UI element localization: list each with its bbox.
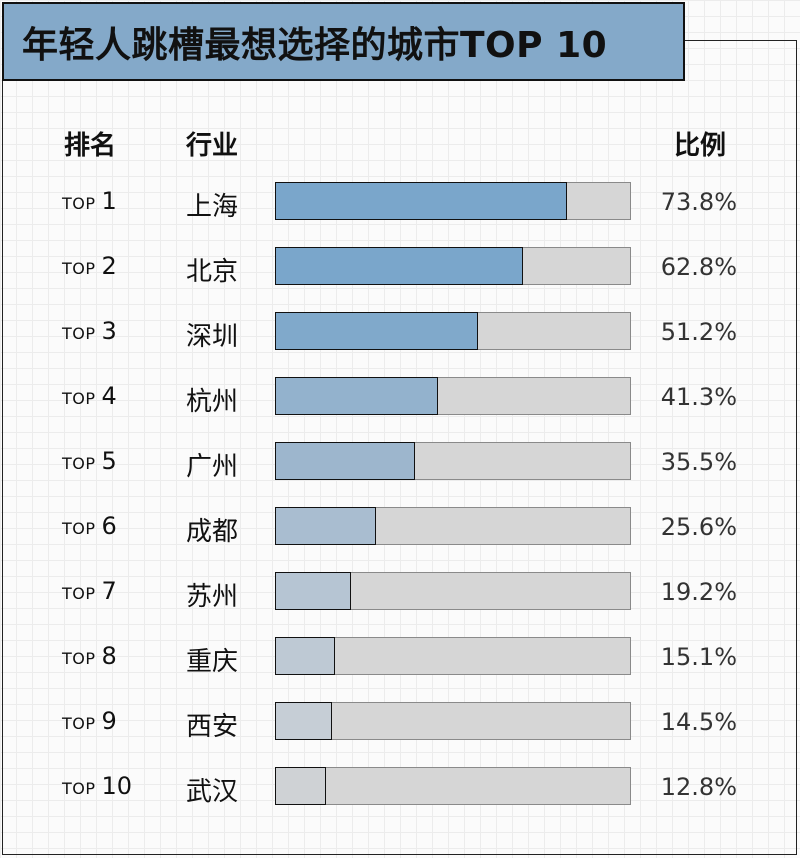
rank-label: TOP 6 bbox=[62, 512, 117, 540]
bar-track bbox=[275, 767, 631, 805]
header-ratio: 比例 bbox=[674, 131, 727, 161]
bar bbox=[275, 507, 376, 545]
bar-track bbox=[275, 702, 631, 740]
bar-row: TOP 9 西安 14.5% bbox=[0, 701, 800, 743]
city-label: 成都 bbox=[186, 517, 239, 547]
value-label: 35.5% bbox=[660, 448, 737, 476]
city-label: 上海 bbox=[186, 192, 239, 222]
rank-label: TOP 9 bbox=[62, 707, 117, 735]
bar bbox=[275, 442, 415, 480]
city-label: 广州 bbox=[186, 452, 239, 482]
rank-label: TOP 5 bbox=[62, 447, 117, 475]
city-label: 苏州 bbox=[186, 582, 239, 612]
rank-label: TOP 7 bbox=[62, 577, 117, 605]
bar-row: TOP 8 重庆 15.1% bbox=[0, 636, 800, 678]
bar bbox=[275, 312, 478, 350]
bar bbox=[275, 182, 567, 220]
rank-label: TOP 10 bbox=[62, 772, 133, 800]
value-label: 12.8% bbox=[660, 773, 737, 801]
value-label: 25.6% bbox=[660, 513, 737, 541]
title-banner: 年轻人跳槽最想选择的城市TOP 10 bbox=[2, 2, 685, 81]
bar-row: TOP 3 深圳 51.2% bbox=[0, 311, 800, 353]
rank-label: TOP 1 bbox=[62, 187, 117, 215]
city-label: 重庆 bbox=[186, 647, 239, 677]
value-label: 73.8% bbox=[660, 188, 737, 216]
city-label: 西安 bbox=[186, 712, 239, 742]
bar-row: TOP 4 杭州 41.3% bbox=[0, 376, 800, 418]
bar bbox=[275, 247, 523, 285]
city-label: 杭州 bbox=[186, 387, 239, 417]
bar-row: TOP 7 苏州 19.2% bbox=[0, 571, 800, 613]
bar bbox=[275, 702, 332, 740]
city-label: 武汉 bbox=[186, 777, 239, 807]
chart-title: 年轻人跳槽最想选择的城市TOP 10 bbox=[22, 24, 608, 66]
bar bbox=[275, 767, 326, 805]
city-label: 北京 bbox=[186, 257, 239, 287]
bar-row: TOP 1 上海 73.8% bbox=[0, 181, 800, 223]
bar bbox=[275, 572, 351, 610]
rank-label: TOP 4 bbox=[62, 382, 117, 410]
value-label: 15.1% bbox=[660, 643, 737, 671]
value-label: 62.8% bbox=[660, 253, 737, 281]
bar bbox=[275, 637, 335, 675]
value-label: 14.5% bbox=[660, 708, 737, 736]
bar-row: TOP 5 广州 35.5% bbox=[0, 441, 800, 483]
header-rank: 排名 bbox=[64, 131, 117, 161]
bar-row: TOP 2 北京 62.8% bbox=[0, 246, 800, 288]
rank-label: TOP 8 bbox=[62, 642, 117, 670]
bar bbox=[275, 377, 438, 415]
rank-label: TOP 2 bbox=[62, 252, 117, 280]
value-label: 51.2% bbox=[660, 318, 737, 346]
value-label: 19.2% bbox=[660, 578, 737, 606]
bar-row: TOP 6 成都 25.6% bbox=[0, 506, 800, 548]
bar-row: TOP 10 武汉 12.8% bbox=[0, 766, 800, 808]
rank-label: TOP 3 bbox=[62, 317, 117, 345]
header-industry: 行业 bbox=[186, 131, 239, 161]
city-label: 深圳 bbox=[186, 322, 239, 352]
value-label: 41.3% bbox=[660, 383, 737, 411]
